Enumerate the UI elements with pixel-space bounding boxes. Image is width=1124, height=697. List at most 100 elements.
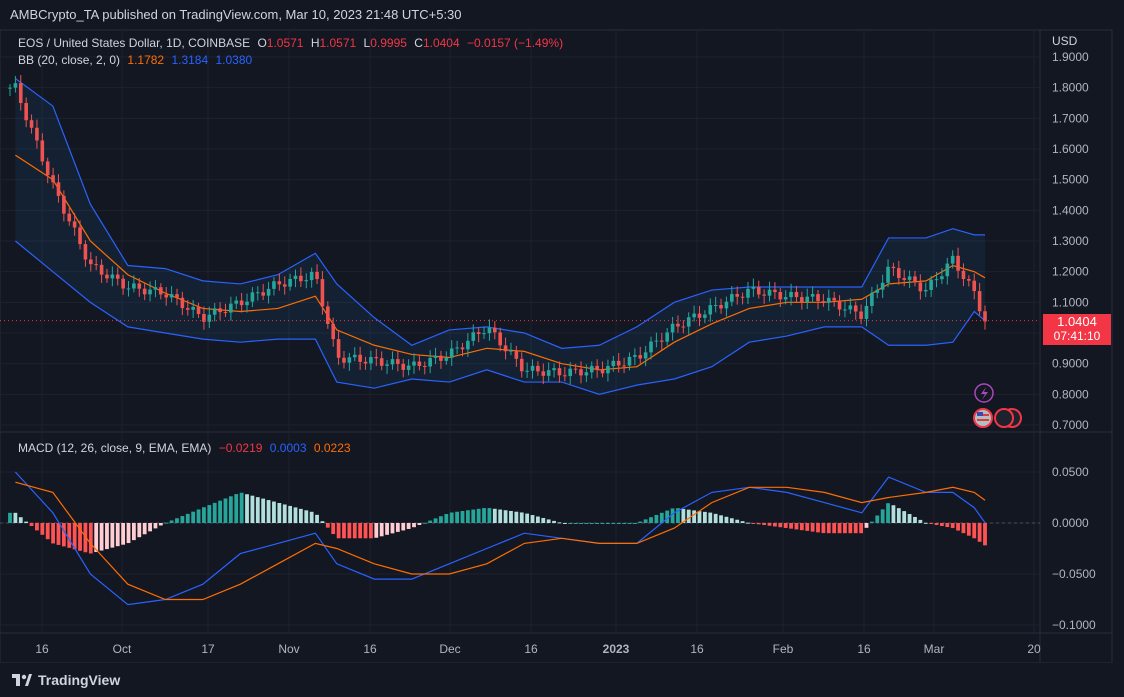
candle-body[interactable]: [62, 195, 66, 214]
candle-body[interactable]: [530, 365, 535, 371]
candle-body[interactable]: [266, 288, 271, 296]
candle-body[interactable]: [573, 368, 578, 370]
candle-body[interactable]: [751, 286, 756, 289]
candle-body[interactable]: [180, 297, 185, 309]
candle-body[interactable]: [476, 332, 481, 334]
candle-body[interactable]: [983, 311, 987, 322]
candle-body[interactable]: [342, 357, 346, 363]
candle-body[interactable]: [659, 340, 664, 342]
candle-body[interactable]: [8, 87, 12, 89]
candle-body[interactable]: [482, 333, 486, 335]
candle-body[interactable]: [105, 274, 109, 279]
candle-body[interactable]: [369, 357, 373, 364]
candle-body[interactable]: [514, 350, 519, 359]
candle-body[interactable]: [13, 83, 18, 88]
candle-body[interactable]: [401, 363, 406, 370]
candle-body[interactable]: [191, 306, 195, 310]
candle-body[interactable]: [304, 280, 309, 282]
candle-body[interactable]: [293, 275, 298, 279]
candle-body[interactable]: [385, 364, 389, 366]
candle-body[interactable]: [493, 327, 497, 333]
candle-body[interactable]: [724, 301, 729, 309]
candle-body[interactable]: [886, 266, 890, 283]
candle-body[interactable]: [498, 332, 502, 346]
candle-body[interactable]: [622, 365, 626, 367]
candle-body[interactable]: [805, 296, 810, 302]
candle-body[interactable]: [455, 347, 459, 349]
candle-body[interactable]: [902, 278, 906, 280]
us-economic-events-icon[interactable]: [973, 408, 1022, 428]
candle-body[interactable]: [239, 300, 244, 306]
tradingview-logo[interactable]: TradingView: [12, 672, 120, 688]
candle-body[interactable]: [142, 288, 147, 295]
candle-body[interactable]: [536, 365, 540, 372]
candle-body[interactable]: [428, 357, 432, 367]
candle-body[interactable]: [649, 341, 653, 353]
candle-body[interactable]: [417, 361, 422, 367]
candle-body[interactable]: [153, 287, 158, 290]
candle-body[interactable]: [56, 182, 61, 196]
candle-body[interactable]: [611, 360, 616, 367]
candle-body[interactable]: [676, 323, 680, 327]
candle-body[interactable]: [756, 286, 761, 295]
candle-body[interactable]: [374, 357, 379, 359]
candle-body[interactable]: [627, 356, 632, 366]
candle-body[interactable]: [563, 375, 567, 377]
candle-body[interactable]: [159, 287, 163, 295]
candle-body[interactable]: [967, 279, 971, 281]
macd-histogram[interactable]: [0, 492, 1040, 554]
candle-body[interactable]: [83, 244, 88, 260]
candle-body[interactable]: [606, 366, 610, 374]
candle-body[interactable]: [487, 327, 492, 334]
candle-body[interactable]: [99, 264, 104, 275]
candle-body[interactable]: [519, 358, 524, 372]
candle-body[interactable]: [433, 355, 438, 358]
candle-body[interactable]: [541, 371, 546, 376]
candle-body[interactable]: [466, 340, 470, 350]
candle-body[interactable]: [288, 278, 292, 287]
candle-body[interactable]: [255, 292, 260, 294]
candle-body[interactable]: [837, 300, 842, 310]
candle-body[interactable]: [503, 345, 508, 352]
candle-body[interactable]: [277, 281, 282, 285]
candle-body[interactable]: [923, 290, 928, 292]
candle-body[interactable]: [282, 284, 287, 287]
candle-body[interactable]: [897, 268, 901, 279]
candle-body[interactable]: [961, 270, 966, 280]
candle-body[interactable]: [972, 280, 977, 292]
candle-body[interactable]: [175, 294, 179, 298]
candle-body[interactable]: [832, 297, 836, 301]
candle-body[interactable]: [670, 323, 675, 333]
candle-body[interactable]: [299, 275, 303, 282]
candle-body[interactable]: [245, 301, 249, 306]
candle-body[interactable]: [35, 127, 39, 141]
candle-body[interactable]: [703, 314, 707, 318]
candle-body[interactable]: [848, 305, 853, 310]
candle-body[interactable]: [352, 354, 357, 358]
candle-body[interactable]: [471, 332, 476, 341]
candle-body[interactable]: [789, 291, 793, 298]
candle-body[interactable]: [778, 292, 783, 300]
candle-body[interactable]: [686, 317, 691, 327]
candle-body[interactable]: [746, 288, 750, 298]
candle-body[interactable]: [708, 305, 713, 315]
candle-body[interactable]: [525, 370, 529, 372]
candle-body[interactable]: [940, 276, 944, 280]
candle-body[interactable]: [223, 312, 228, 314]
candle-body[interactable]: [132, 283, 136, 289]
candle-body[interactable]: [767, 289, 772, 296]
candle-body[interactable]: [439, 355, 443, 361]
candle-body[interactable]: [740, 296, 745, 298]
candle-body[interactable]: [773, 289, 777, 293]
candle-body[interactable]: [196, 306, 201, 314]
candle-body[interactable]: [589, 365, 594, 373]
candle-body[interactable]: [870, 292, 874, 306]
candle-body[interactable]: [945, 263, 950, 277]
candle-body[interactable]: [315, 271, 319, 280]
candle-body[interactable]: [697, 313, 702, 318]
candle-body[interactable]: [584, 372, 589, 376]
candle-body[interactable]: [18, 83, 23, 104]
candle-body[interactable]: [212, 308, 217, 315]
candle-body[interactable]: [272, 281, 276, 289]
candle-body[interactable]: [665, 332, 669, 342]
